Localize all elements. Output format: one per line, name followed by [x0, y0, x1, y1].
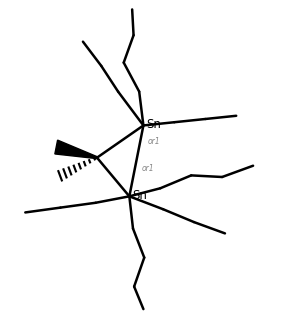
Text: Sn: Sn — [132, 189, 147, 202]
Text: Sn: Sn — [146, 118, 161, 131]
Polygon shape — [55, 140, 97, 159]
Text: or1: or1 — [142, 164, 154, 174]
Text: or1: or1 — [148, 137, 160, 146]
